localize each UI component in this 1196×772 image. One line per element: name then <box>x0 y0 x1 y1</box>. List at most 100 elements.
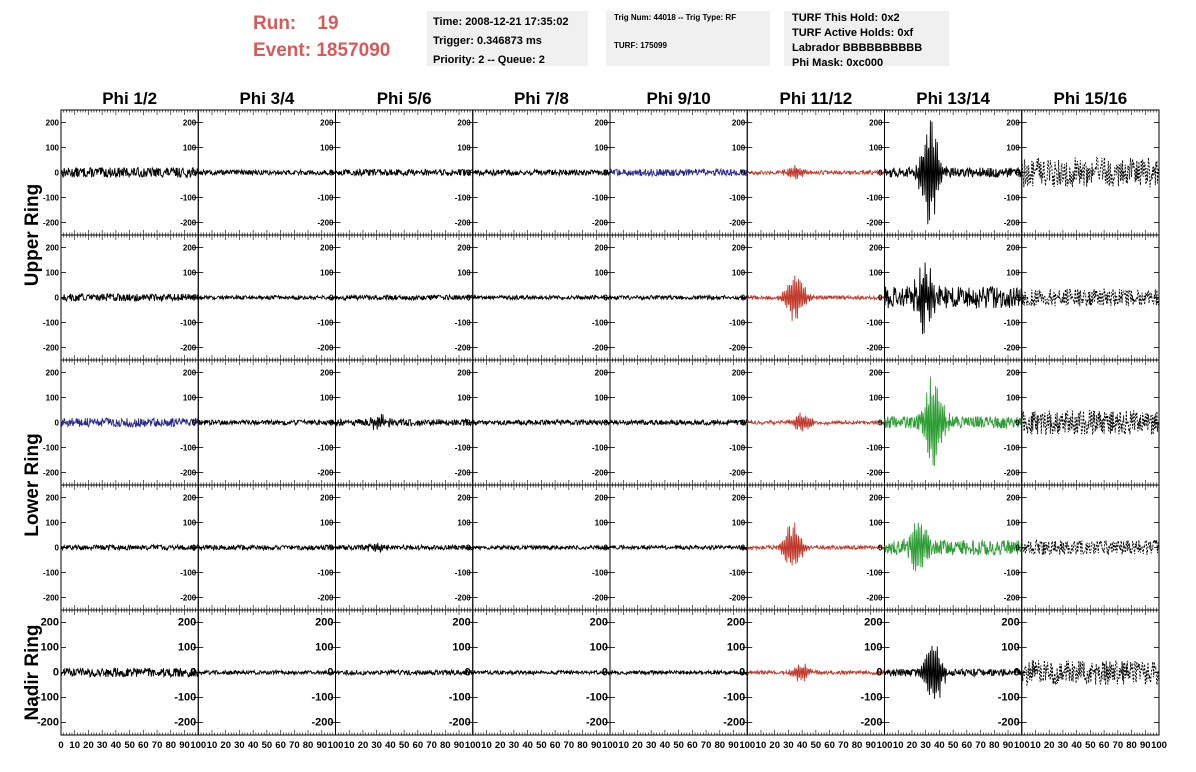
waveform-trace <box>609 167 748 178</box>
y-tick-label: -100 <box>37 692 59 704</box>
y-tick-label: 100 <box>732 394 746 403</box>
y-tick-label: 100 <box>183 394 197 403</box>
y-tick-label: 0 <box>604 544 609 553</box>
y-tick-label: 200 <box>732 369 746 378</box>
y-tick-label: -200 <box>866 344 883 353</box>
y-tick-label: 0 <box>55 169 60 178</box>
y-tick-label: 100 <box>869 394 883 403</box>
y-tick-label: 0 <box>741 169 746 178</box>
y-tick-label: 100 <box>590 642 608 654</box>
waveform-trace <box>197 168 336 177</box>
y-tick-label: -200 <box>317 219 334 228</box>
x-tick-label: 40 <box>934 740 945 751</box>
y-tick-label: 200 <box>315 617 333 629</box>
x-tick-label: 60 <box>413 740 424 751</box>
x-tick-label: 30 <box>920 740 931 751</box>
y-tick-label: 0 <box>604 294 609 303</box>
y-tick-label: 0 <box>876 667 882 679</box>
y-tick-label: -200 <box>174 717 196 729</box>
x-tick-label: 70 <box>838 740 849 751</box>
x-tick-label: 70 <box>701 740 712 751</box>
x-tick-label: 40 <box>660 740 671 751</box>
y-tick-label: -200 <box>1004 219 1021 228</box>
y-tick-label: -100 <box>455 194 472 203</box>
waveform-trace <box>472 669 611 677</box>
x-tick-label: 30 <box>646 740 657 751</box>
y-tick-label: -100 <box>180 569 197 578</box>
trig-text: Trig Num: 44018 -- Trig Type: RF <box>614 13 737 22</box>
waveform-trace <box>197 543 336 552</box>
y-tick-label: 200 <box>183 369 197 378</box>
y-tick-label: -200 <box>729 344 746 353</box>
waveform-trace <box>747 275 885 321</box>
x-tick-label: 10 <box>344 740 355 751</box>
y-tick-label: -100 <box>449 692 471 704</box>
trig-info-box: Trig Num: 44018 -- Trig Type: RF TURF: 1… <box>606 11 770 66</box>
waveform-trace <box>335 293 474 302</box>
y-tick-label: 0 <box>466 294 471 303</box>
x-tick-label: 40 <box>248 740 259 751</box>
y-tick-label: -200 <box>1004 594 1021 603</box>
y-tick-label: 200 <box>595 244 609 253</box>
y-tick-label: 200 <box>320 119 334 128</box>
labrador-text: Labrador BBBBBBBBBB <box>792 42 923 54</box>
turf-text: TURF: 175099 <box>614 41 667 50</box>
y-tick-label: -100 <box>455 569 472 578</box>
y-tick-label: 200 <box>869 369 883 378</box>
y-tick-label: 200 <box>457 244 471 253</box>
x-tick-label: 60 <box>962 740 973 751</box>
column-header: Phi 15/16 <box>1054 89 1128 108</box>
column-header: Phi 5/6 <box>377 89 432 108</box>
y-tick-label: 0 <box>327 667 333 679</box>
x-tick-label: 70 <box>426 740 437 751</box>
priority-text: Priority: 2 -- Queue: 2 <box>433 54 545 66</box>
y-tick-label: 200 <box>1006 494 1020 503</box>
x-tick-label: 30 <box>1058 740 1069 751</box>
y-tick-label: 0 <box>466 544 471 553</box>
x-tick-label: 50 <box>811 740 822 751</box>
y-tick-label: -100 <box>1004 444 1021 453</box>
x-tick-label: 80 <box>852 740 863 751</box>
y-tick-label: 100 <box>41 642 59 654</box>
y-tick-label: -100 <box>43 194 60 203</box>
y-tick-label: 0 <box>739 667 745 679</box>
y-tick-label: -100 <box>586 692 608 704</box>
y-tick-label: 200 <box>869 244 883 253</box>
y-tick-label: -100 <box>180 444 197 453</box>
event-label: Event: <box>253 40 312 61</box>
panel-frame <box>197 359 336 486</box>
y-tick-label: -200 <box>37 717 59 729</box>
y-tick-label: -100 <box>455 444 472 453</box>
run-event-info: Run: 19 Event: 1857090 <box>253 10 390 64</box>
x-tick-label: 10 <box>481 740 492 751</box>
x-tick-label: 40 <box>522 740 533 751</box>
y-tick-label: 200 <box>46 244 60 253</box>
y-tick-label: 0 <box>55 294 60 303</box>
waveform-trace <box>884 645 1023 699</box>
y-tick-label: 0 <box>1015 544 1020 553</box>
waveform-trace <box>1021 156 1160 188</box>
y-tick-label: -200 <box>998 717 1020 729</box>
y-tick-label: 100 <box>315 642 333 654</box>
y-tick-label: 200 <box>41 617 59 629</box>
y-tick-label: 100 <box>1006 144 1020 153</box>
y-tick-label: 200 <box>46 119 60 128</box>
waveform-trace <box>472 544 611 552</box>
y-tick-label: 0 <box>192 169 197 178</box>
y-tick-label: 0 <box>329 294 334 303</box>
waveform-trace <box>60 543 199 552</box>
y-tick-label: 200 <box>46 494 60 503</box>
y-tick-label: 100 <box>869 519 883 528</box>
y-tick-label: -200 <box>866 594 883 603</box>
waveform-trace <box>197 418 336 427</box>
x-tick-label: 100 <box>1014 740 1030 751</box>
waveform-trace <box>197 668 336 676</box>
y-tick-label: -200 <box>180 469 197 478</box>
x-tick-label: 90 <box>728 740 739 751</box>
y-tick-label: -200 <box>449 717 471 729</box>
x-tick-label: 100 <box>190 740 206 751</box>
y-tick-label: 100 <box>595 144 609 153</box>
y-tick-label: 0 <box>466 169 471 178</box>
y-tick-label: -200 <box>317 344 334 353</box>
y-tick-label: 100 <box>732 269 746 278</box>
